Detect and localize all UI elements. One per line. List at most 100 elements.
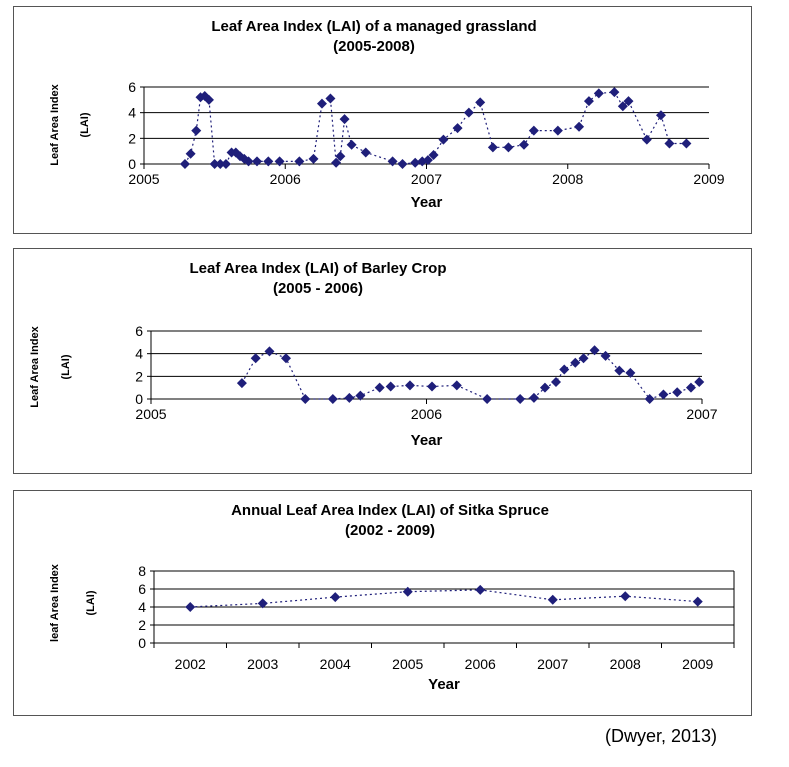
x-tick-label: 2008 — [610, 656, 641, 672]
data-point — [539, 382, 550, 393]
barley-chart: Leaf Area Index (LAI) of Barley Crop (20… — [29, 260, 718, 449]
y-axis-label: Leaf Area Index — [29, 325, 41, 407]
data-point — [397, 159, 408, 169]
data-point — [236, 378, 247, 389]
data-point — [681, 138, 692, 149]
y-tick-label: 6 — [138, 581, 146, 597]
x-tick-label: 2003 — [247, 656, 278, 672]
data-point — [427, 381, 438, 392]
data-point — [578, 353, 589, 364]
data-point — [528, 392, 539, 403]
data-point — [644, 394, 655, 404]
data-point — [360, 147, 371, 158]
data-point — [614, 365, 625, 376]
y-tick-label: 6 — [128, 79, 136, 95]
data-point — [220, 159, 231, 169]
data-point — [694, 377, 705, 387]
data-point — [685, 382, 696, 393]
data-point — [402, 586, 413, 597]
y-tick-label: 0 — [135, 391, 143, 407]
y-tick-label: 2 — [128, 130, 136, 146]
plot-area: 0 2 4 6 2005 2006 2007 2008 2009 Year Leaf Area In… — [49, 79, 725, 211]
data-point — [385, 381, 396, 392]
data-point — [263, 156, 274, 167]
plot-area: 0 2 4 6 2005 2006 2007 Year Leaf Area Index (LAI) — [29, 323, 718, 449]
data-point — [410, 157, 421, 168]
data-point — [387, 156, 398, 167]
data-point — [552, 125, 563, 136]
data-point — [475, 97, 486, 108]
data-point — [339, 114, 350, 125]
data-point — [451, 380, 462, 391]
data-point — [620, 591, 631, 602]
data-point — [179, 159, 190, 169]
data-point — [330, 592, 341, 603]
y-tick-label: 0 — [138, 635, 146, 651]
data-point — [250, 353, 261, 364]
data-point — [374, 382, 385, 393]
barley-chart-panel: Leaf Area Index (LAI) of Barley Crop (20… — [13, 248, 752, 474]
data-point — [593, 88, 604, 99]
data-point — [331, 157, 342, 168]
data-point — [300, 394, 311, 404]
data-point — [692, 596, 703, 607]
data-point — [452, 123, 463, 134]
data-point — [346, 139, 357, 150]
y-tick-label: 2 — [135, 368, 143, 384]
data-point — [641, 134, 652, 145]
data-point — [547, 594, 558, 605]
y-tick-label: 4 — [138, 599, 146, 615]
spruce-chart: Annual Leaf Area Index (LAI) of Sitka Sp… — [49, 502, 735, 693]
data-point — [475, 584, 486, 595]
data-point — [280, 353, 291, 364]
data-point — [203, 94, 214, 105]
y-axis-label-unit: (LAI) — [85, 590, 97, 615]
y-axis-label-unit: (LAI) — [60, 354, 72, 379]
x-tick-label: 2005 — [128, 171, 159, 187]
data-point — [664, 138, 675, 149]
data-point — [428, 150, 439, 161]
data-point — [308, 153, 319, 164]
x-tick-label: 2006 — [465, 656, 496, 672]
data-point — [327, 394, 338, 404]
data-point — [243, 156, 254, 167]
y-axis-label: Leaf Area Index — [49, 83, 61, 165]
data-point — [658, 389, 669, 400]
x-tick-label: 2009 — [693, 171, 724, 187]
chart-subtitle: (2002 - 2009) — [345, 522, 435, 539]
data-point — [518, 139, 529, 150]
data-point — [344, 392, 355, 403]
x-axis-label: Year — [411, 432, 443, 449]
x-tick-label: 2002 — [175, 656, 206, 672]
data-point — [185, 148, 196, 159]
data-point — [325, 93, 336, 104]
data-point — [609, 87, 620, 98]
data-point — [294, 156, 305, 167]
grassland-chart: Leaf Area Index (LAI) of a managed grass… — [49, 18, 725, 211]
data-point — [274, 156, 285, 167]
x-tick-label: 2007 — [686, 406, 717, 422]
data-point — [487, 142, 498, 153]
data-point — [209, 159, 220, 169]
x-tick-label: 2006 — [411, 406, 442, 422]
x-tick-label: 2009 — [682, 656, 713, 672]
data-point — [252, 156, 262, 167]
chart-title: Leaf Area Index (LAI) of a managed grass… — [211, 18, 536, 35]
data-point — [185, 602, 196, 612]
chart-title: Annual Leaf Area Index (LAI) of Sitka Sp… — [231, 502, 549, 519]
spruce-chart-panel: Annual Leaf Area Index (LAI) of Sitka Sp… — [13, 490, 752, 716]
x-tick-label: 2004 — [320, 656, 351, 672]
data-point — [589, 345, 600, 356]
chart-subtitle: (2005 - 2006) — [273, 280, 363, 297]
x-axis-label: Year — [428, 676, 460, 693]
data-point — [438, 134, 449, 145]
x-tick-label: 2005 — [392, 656, 423, 672]
data-point — [672, 387, 683, 398]
data-point — [316, 98, 327, 109]
chart-subtitle: (2005-2008) — [333, 38, 415, 55]
data-point — [528, 125, 539, 136]
data-point — [355, 390, 366, 401]
x-tick-label: 2007 — [411, 171, 442, 187]
x-tick-label: 2007 — [537, 656, 568, 672]
data-point — [550, 377, 561, 387]
